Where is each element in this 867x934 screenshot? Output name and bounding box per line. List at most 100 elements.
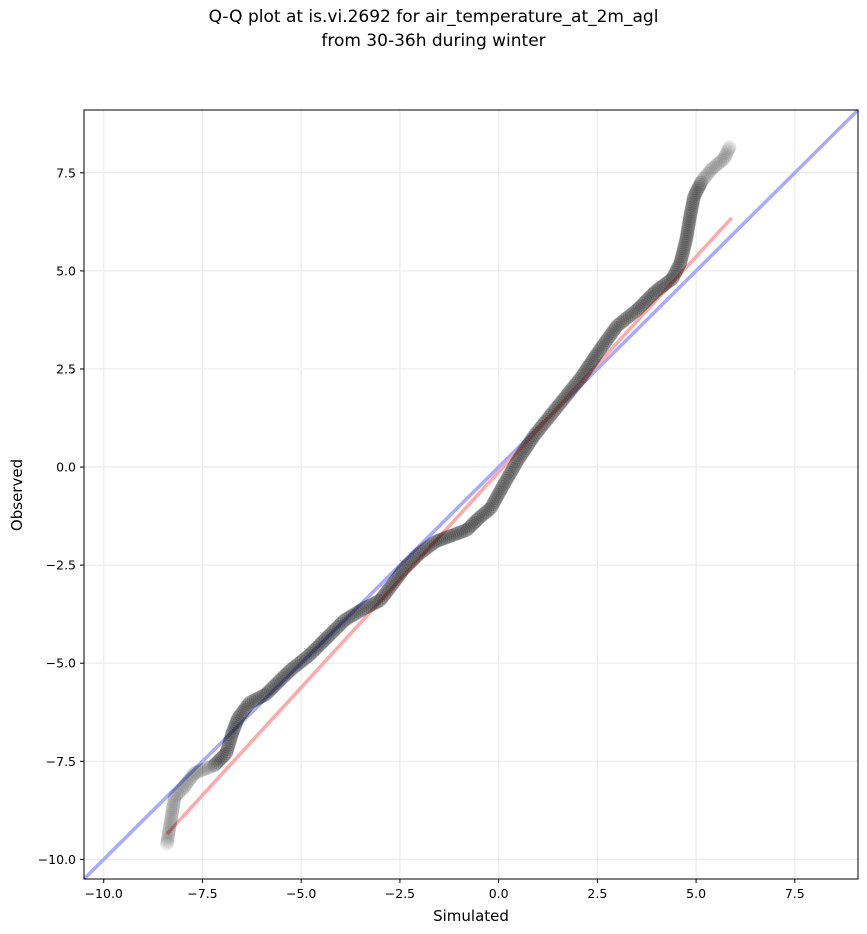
quantile-point <box>684 202 699 217</box>
quantile-point <box>656 278 671 293</box>
quantile-point <box>320 630 335 645</box>
quantile-point <box>489 491 504 506</box>
quantile-point <box>279 667 294 682</box>
quantile-point <box>680 223 695 238</box>
quantile-point <box>261 684 276 699</box>
quantile-point <box>677 238 692 253</box>
quantile-point <box>509 456 524 471</box>
quantile-point <box>602 329 617 344</box>
quantile-point <box>584 355 599 370</box>
quantile-point <box>167 791 182 806</box>
quantile-point <box>385 577 400 592</box>
x-tick-label: −7.5 <box>187 886 217 901</box>
identity-line <box>82 108 860 881</box>
quantile-point <box>580 360 595 375</box>
quantile-point <box>542 409 557 424</box>
quantile-point <box>250 691 265 706</box>
quantile-point <box>637 295 652 310</box>
quantile-point <box>163 817 178 832</box>
quantile-point <box>531 423 546 438</box>
quantile-point <box>673 256 688 271</box>
quantile-point <box>220 742 235 757</box>
quantile-point <box>547 403 562 418</box>
quantile-point <box>291 656 306 671</box>
quantile-point <box>493 483 508 498</box>
quantile-point <box>521 437 536 452</box>
quantile-point <box>365 597 380 612</box>
quantile-point <box>679 232 694 247</box>
quantile-point <box>225 726 240 741</box>
quantile-point <box>189 765 204 780</box>
quantile-point <box>653 280 668 295</box>
quantile-point <box>628 304 643 319</box>
quantile-point <box>193 763 208 778</box>
quantile-point <box>686 193 701 208</box>
quantile-point <box>718 148 733 163</box>
quantile-point <box>538 414 553 429</box>
quantile-point <box>219 744 234 759</box>
quantile-point <box>432 533 447 548</box>
quantile-point <box>491 487 506 502</box>
quantile-point <box>682 211 697 226</box>
quantile-point <box>341 610 356 625</box>
fit-line <box>165 216 733 836</box>
quantile-point <box>681 217 696 232</box>
quantile-point <box>162 819 177 834</box>
quantile-point <box>303 646 318 661</box>
quantile-point <box>394 565 409 580</box>
quantile-point <box>560 387 575 402</box>
quantile-point <box>382 581 397 596</box>
quantile-point <box>160 832 175 847</box>
quantile-point <box>498 473 513 488</box>
quantile-point <box>574 369 589 384</box>
quantile-point <box>694 175 709 190</box>
quantile-point <box>351 604 366 619</box>
quantile-point <box>551 398 566 413</box>
quantile-point <box>675 247 690 262</box>
quantile-point <box>159 836 174 851</box>
quantile-point <box>369 595 384 610</box>
quantile-point <box>689 185 704 200</box>
quantile-point <box>233 707 248 722</box>
quantile-point <box>495 479 510 494</box>
y-tick-label: 5.0 <box>56 263 76 278</box>
quantile-point <box>513 448 528 463</box>
x-tick-label: −10.0 <box>85 886 123 901</box>
quantile-point <box>665 271 680 286</box>
quantile-point <box>527 428 542 443</box>
quantile-point <box>667 267 682 282</box>
quantile-point <box>374 591 389 606</box>
quantile-point <box>371 594 386 609</box>
quantile-point <box>300 649 315 664</box>
quantile-point <box>532 421 547 436</box>
quantile-point <box>285 661 300 676</box>
quantile-point <box>581 358 596 373</box>
quantile-point <box>464 518 479 533</box>
quantile-point <box>363 598 378 613</box>
quantile-point <box>722 140 737 155</box>
quantile-point <box>367 596 382 611</box>
quantile-point <box>228 717 243 732</box>
quantile-point <box>331 619 346 634</box>
quantile-point <box>271 675 286 690</box>
quantile-point <box>678 234 693 249</box>
quantile-point <box>268 678 283 693</box>
quantile-point <box>248 692 263 707</box>
quantile-point <box>638 294 653 309</box>
quantile-point <box>272 673 287 688</box>
quantile-point <box>311 639 326 654</box>
quantile-point <box>375 589 390 604</box>
quantile-point <box>669 263 684 278</box>
quantile-point <box>583 357 598 372</box>
quantile-point <box>465 516 480 531</box>
quantile-point <box>577 366 592 381</box>
quantile-point <box>414 545 429 560</box>
quantile-point <box>589 348 604 363</box>
quantile-point <box>673 253 688 268</box>
quantile-point <box>294 654 309 669</box>
quantile-point <box>164 811 179 826</box>
quantile-point <box>643 289 658 304</box>
quantile-point <box>537 416 552 431</box>
quantile-point <box>508 458 523 473</box>
y-tick-label: −10.0 <box>38 852 76 867</box>
